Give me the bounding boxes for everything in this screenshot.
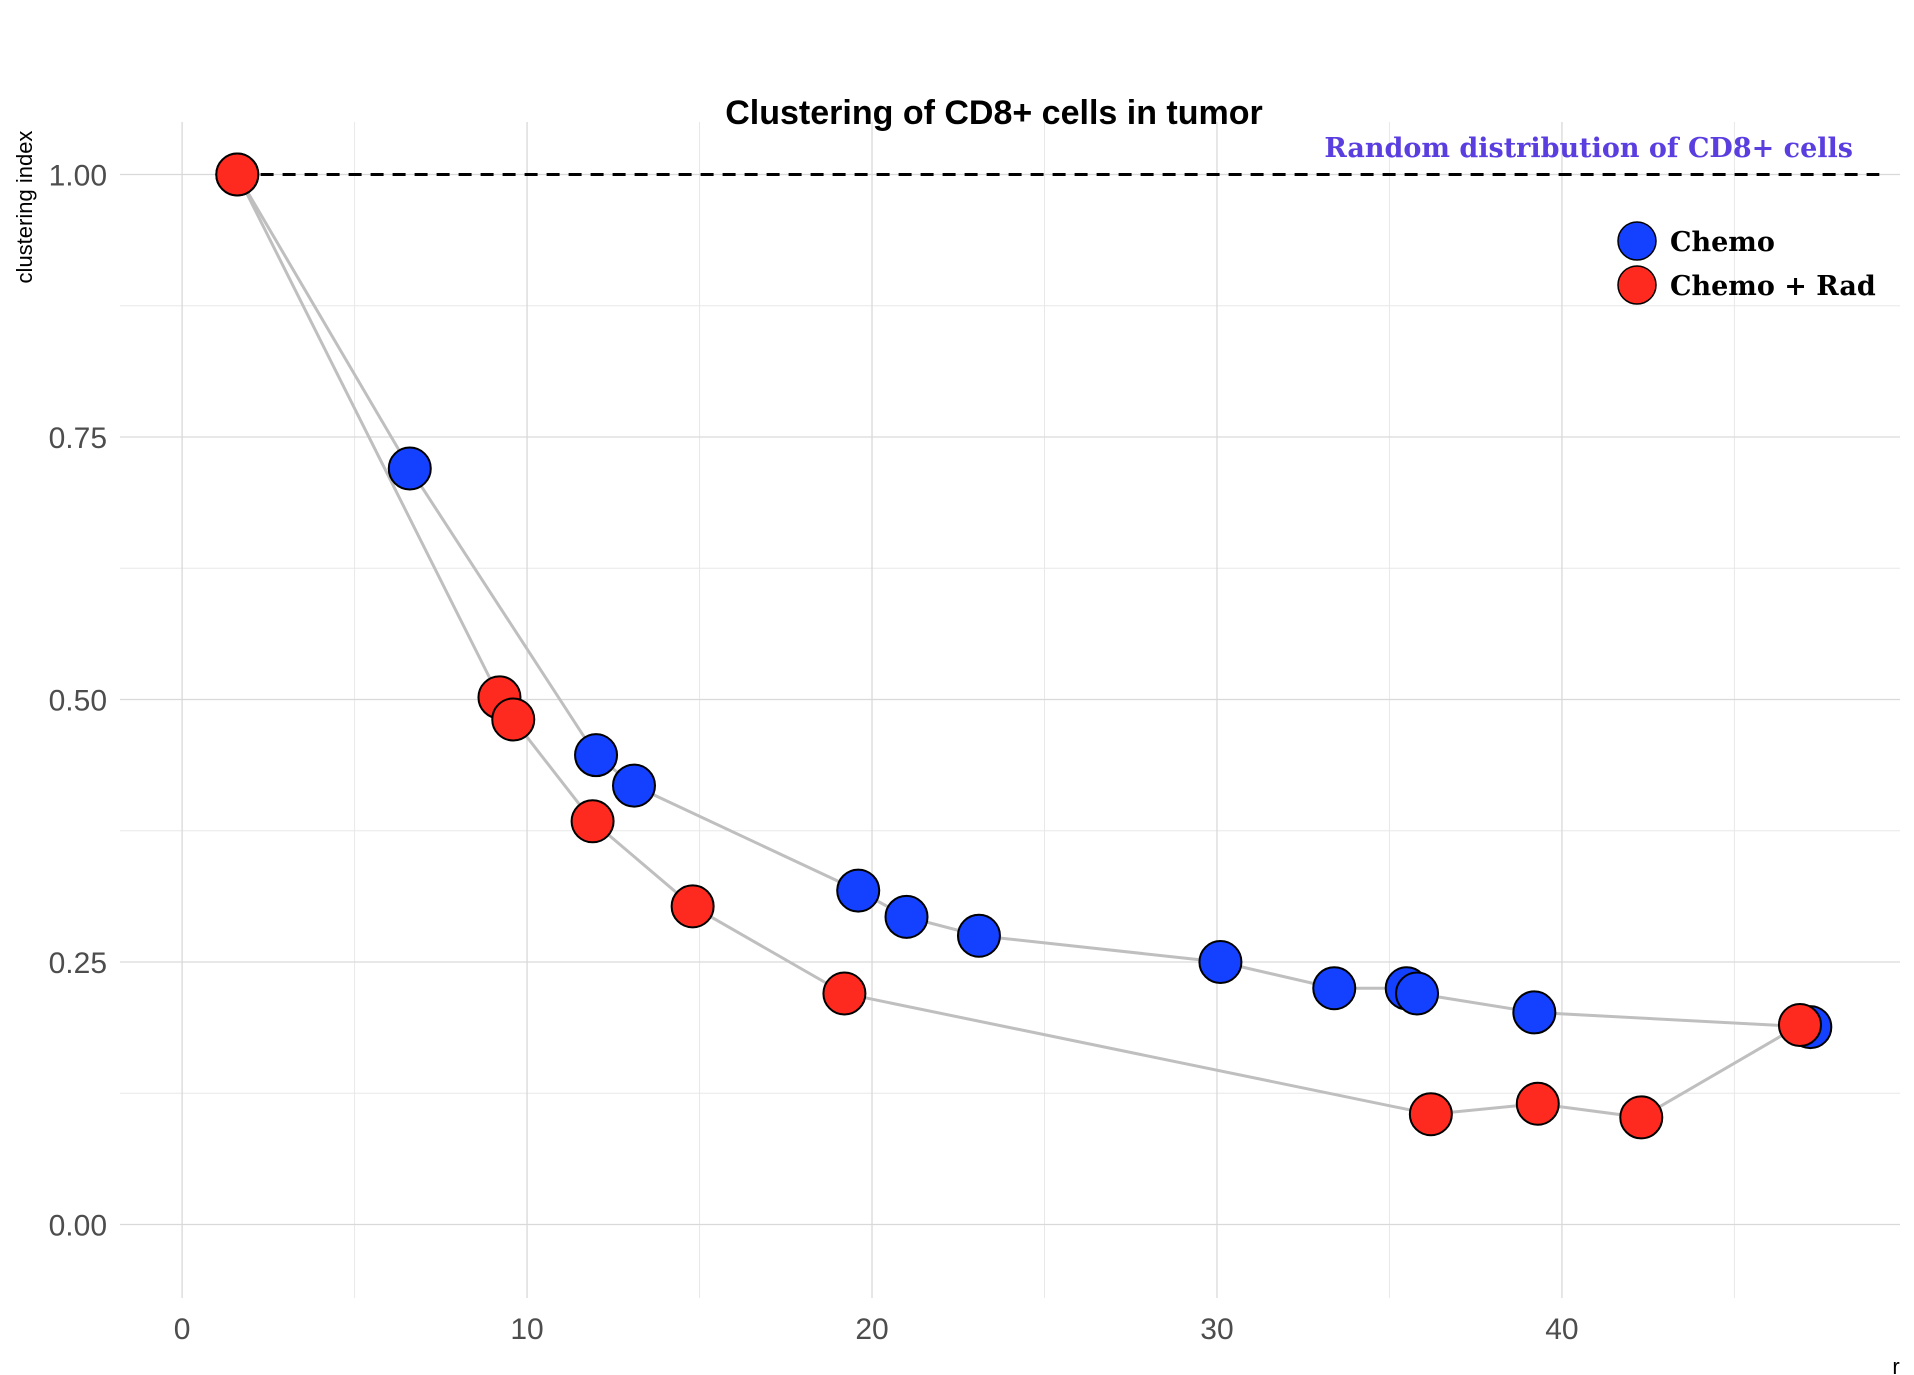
- data-point-chemo-rad: [491, 697, 536, 742]
- y-axis-label: clustering index: [12, 131, 37, 284]
- legend-swatch-chemo: [1617, 221, 1657, 261]
- x-tick-label: 30: [1200, 1313, 1233, 1346]
- data-point-chemo: [387, 446, 432, 491]
- data-point-chemo-rad: [1777, 1003, 1822, 1047]
- data-point-chemo-rad: [822, 971, 867, 1016]
- data-point-chemo-rad: [570, 799, 615, 844]
- data-point-chemo: [611, 763, 656, 808]
- x-tick-label: 10: [510, 1313, 543, 1346]
- legend-label-chemo-rad: Chemo + Rad: [1670, 271, 1876, 302]
- x-tick-label: 40: [1545, 1313, 1578, 1346]
- data-point-chemo: [1312, 966, 1357, 1011]
- x-axis-ticks: 0 10 20 30 40: [174, 1313, 1579, 1346]
- data-point-chemo: [884, 894, 929, 939]
- legend-label-chemo: Chemo: [1670, 227, 1775, 258]
- data-point-chemo-rad: [1408, 1092, 1453, 1137]
- data-point-chemo-rad: [1515, 1081, 1560, 1126]
- data-point-chemo-rad: [215, 152, 260, 197]
- series-line-chemo-rad: [235, 173, 1801, 1119]
- data-point-chemo-rad: [1619, 1095, 1664, 1140]
- data-point-chemo: [956, 913, 1001, 958]
- data-point-chemo: [574, 733, 619, 778]
- y-tick-label: 0.00: [49, 1210, 107, 1243]
- data-point-chemo: [1198, 940, 1243, 984]
- legend-swatch-chemo-rad: [1617, 265, 1657, 305]
- x-axis-label: r: [1892, 1354, 1899, 1375]
- x-tick-label: 20: [855, 1313, 888, 1346]
- data-point-chemo: [836, 868, 881, 913]
- y-tick-label: 0.50: [49, 685, 107, 718]
- y-tick-label: 0.75: [49, 422, 107, 455]
- series-line-chemo: [235, 173, 1811, 1029]
- data-point-chemo: [1512, 990, 1557, 1035]
- y-tick-label: 1.00: [49, 160, 107, 193]
- data-points: [215, 152, 1833, 1140]
- data-point-chemo: [1395, 971, 1440, 1016]
- series-lines: [235, 173, 1811, 1119]
- data-point-chemo-rad: [670, 884, 715, 929]
- y-axis-ticks: 0.00 0.25 0.50 0.75 1.00: [49, 160, 107, 1243]
- x-tick-label: 0: [174, 1313, 191, 1346]
- chart-title: Clustering of CD8+ cells in tumor: [725, 94, 1262, 132]
- y-tick-label: 0.25: [49, 947, 107, 980]
- legend: Chemo Chemo + Rad: [1617, 221, 1876, 305]
- reference-line-label: Random distribution of CD8+ cells: [1324, 133, 1853, 164]
